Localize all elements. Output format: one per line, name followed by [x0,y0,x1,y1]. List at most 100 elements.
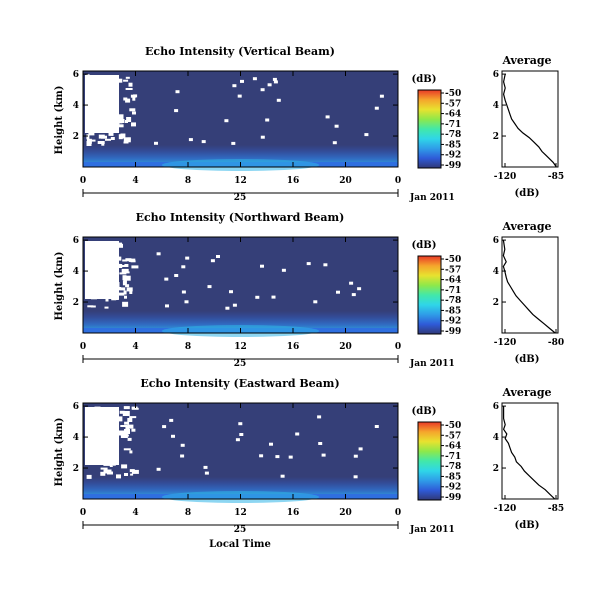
nodata-speck [265,118,270,122]
average-xlabel: (dB) [515,520,540,531]
colorbar-tick-label: -57 [445,431,461,441]
y-tick-label: 6 [73,402,79,412]
y-tick-label: 4 [73,433,79,443]
nodata-patch [108,132,114,136]
average-line [502,406,556,500]
nodata-speck [210,259,215,263]
nodata-patch [128,82,133,87]
nodata-patch [103,469,108,473]
nodata-patch [110,137,115,140]
nodata-patch [113,243,121,246]
nodata-region [85,74,384,146]
nodata-patch [118,78,123,83]
nodata-speck [184,300,189,304]
nodata-patch [110,412,118,415]
y-tick-label: 2 [73,132,79,142]
nodata-speck [169,418,174,422]
nodata-patch [89,437,97,443]
nodata-patch [120,119,125,123]
date-suffix-label: Jan 2011 [409,525,455,535]
colorbar-unit: (dB) [412,74,437,85]
nodata-patch [120,425,128,427]
nodata-speck [288,455,293,459]
nodata-patch [86,134,90,140]
nodata-patch [97,453,103,459]
nodata-patch [101,105,106,111]
heatmap-plot [82,70,399,171]
nodata-patch [107,262,115,266]
y-tick-label: 4 [73,101,79,111]
nodata-speck [203,465,208,469]
nodata-patch [118,242,122,247]
colorbar-tick-label: -78 [445,462,461,472]
colorbar-unit: (dB) [412,406,437,417]
date-day-label: 25 [234,525,247,535]
nodata-patch [129,450,133,454]
nodata-patch [102,428,106,431]
nodata-patch [124,275,131,281]
average-frame [501,402,559,500]
nodata-patch [93,90,100,93]
nodata-patch [92,448,99,454]
average-plot: 6 4 2 -120 -80 [493,236,564,348]
colorbar-tick-label: -92 [445,151,461,161]
y-tick-label: 6 [73,70,79,80]
nodata-patch [86,416,94,420]
nodata-patch [123,141,129,144]
nodata-patch [105,413,110,418]
average-x-tick-label: -120 [494,338,517,348]
nodata-speck [280,474,285,478]
nodata-patch [88,276,94,279]
nodata-patch [99,98,107,103]
nodata-patch [95,264,101,269]
average-x-tick-label: -85 [548,172,564,182]
nodata-patch [125,120,128,123]
nodata-speck [334,124,339,128]
nodata-patch [93,127,97,133]
nodata-patch [125,76,130,79]
nodata-patch [95,445,99,450]
average-y-tick-label: 2 [493,298,499,308]
nodata-speck [188,138,193,142]
nodata-patch [113,298,119,300]
colorbar: -50-57-64-71-78-85-92-99 [417,255,461,337]
nodata-patch [127,437,132,441]
x-tick-label: 8 [185,508,191,518]
colorbar-tick-label: -78 [445,296,461,306]
x-axis-label: Local Time [209,539,271,550]
average-title: Average [501,386,551,399]
nodata-patch [122,411,130,416]
heatmap-plot [82,236,399,337]
y-tick-label: 6 [73,236,79,246]
x-tick-label: 0 [395,342,401,352]
colorbar-tick-label: -92 [445,317,461,327]
nodata-speck [181,290,186,294]
nodata-speck [165,304,169,308]
average-frame [501,70,559,168]
nodata-patch [91,297,97,300]
colorbar-tick-label: -57 [445,265,461,275]
nodata-patch [132,96,136,101]
nodata-patch [93,281,97,286]
nodata-patch [126,117,132,122]
x-tick-label: 4 [132,342,138,352]
nodata-patch [106,448,112,452]
nodata-patch [99,85,106,89]
nodata-patch [103,284,107,289]
nodata-patch [87,432,91,435]
nodata-patch [102,77,107,81]
nodata-patch [128,258,132,262]
nodata-patch [100,471,106,476]
nodata-patch [116,118,123,124]
colorbar-gradient [417,421,442,501]
average-xlabel: (dB) [515,354,540,365]
x-tick-label: 8 [185,176,191,186]
nodata-speck [240,79,244,83]
nodata-speck [156,467,161,471]
nodata-patch [96,103,99,107]
nodata-patch [99,251,105,257]
nodata-speck [260,264,264,268]
average-xlabel: (dB) [515,188,540,199]
colorbar-tick-label: -64 [445,276,461,286]
average-x-tick-label: -80 [548,338,564,348]
